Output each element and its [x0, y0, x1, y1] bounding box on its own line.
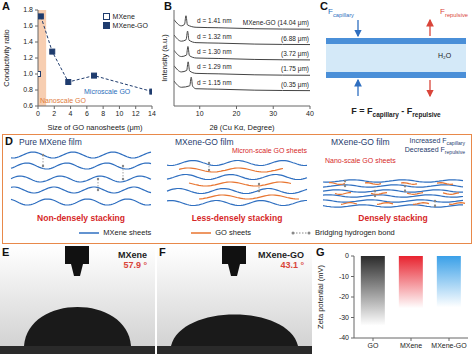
- svg-text:14: 14: [148, 110, 156, 117]
- html-text:F = Fcapillary- Frepulsive: F = Fcapillary- Frepulsive: [351, 106, 441, 118]
- html-text:Bridging hydrogen bond: Bridging hydrogen bond: [315, 228, 395, 237]
- html-text:E: E: [2, 246, 10, 258]
- svg-text:1.6: 1.6: [23, 22, 33, 29]
- html-text:Increased Fcapillary: Increased Fcapillary: [409, 137, 465, 147]
- svg-text:0.6: 0.6: [23, 102, 33, 109]
- html-text:A: A: [2, 0, 10, 12]
- html-text:43.1 °: 43.1 °: [280, 260, 304, 270]
- html-text:MXene: MXene: [112, 13, 135, 20]
- html-text:F: F: [159, 246, 166, 258]
- svg-text:1.8: 1.8: [23, 6, 33, 13]
- svg-text:12: 12: [132, 110, 140, 117]
- html-text:MXene-GO: MXene-GO: [258, 250, 304, 260]
- svg-text:10: 10: [196, 110, 204, 117]
- svg-text:4: 4: [69, 110, 73, 117]
- html-text:D: D: [5, 135, 13, 147]
- svg-text:Zeta potential (mV): Zeta potential (mV): [316, 265, 325, 329]
- svg-text:-10: -10: [339, 273, 349, 280]
- html-text:MXene sheets: MXene sheets: [103, 228, 152, 237]
- svg-text:10: 10: [116, 110, 124, 117]
- html-text:Microscale GO: Microscale GO: [84, 88, 131, 95]
- svg-text:6: 6: [85, 110, 89, 117]
- svg-text:Conductivity ratio: Conductivity ratio: [2, 29, 11, 87]
- svg-text:MXene-GO: MXene-GO: [431, 342, 467, 349]
- svg-text:MXene: MXene: [400, 342, 422, 349]
- svg-text:d = 1.15 nm: d = 1.15 nm: [197, 79, 232, 86]
- svg-text:8: 8: [101, 110, 105, 117]
- svg-text:(1.75 μm): (1.75 μm): [281, 65, 309, 73]
- svg-text:-30: -30: [339, 314, 349, 321]
- svg-text:-40: -40: [339, 334, 349, 341]
- svg-text:0.8: 0.8: [23, 86, 33, 93]
- svg-text:1.4: 1.4: [23, 38, 33, 45]
- svg-text:2θ (Cu Kα, Degree): 2θ (Cu Kα, Degree): [209, 123, 275, 132]
- svg-text:(6.88 μm): (6.88 μm): [281, 35, 309, 43]
- html-text:Decreased Frepulsive: Decreased Frepulsive: [404, 146, 465, 156]
- svg-text:MXene-GO (14.04 μm): MXene-GO (14.04 μm): [243, 19, 309, 27]
- html-text:MXene-GO film: MXene-GO film: [175, 137, 234, 147]
- svg-text:Intensity (a.u.): Intensity (a.u.): [160, 34, 169, 82]
- svg-text:1.2: 1.2: [23, 54, 33, 61]
- html-text:Densely stacking: Densely stacking: [358, 213, 428, 223]
- svg-text:-20: -20: [339, 293, 349, 300]
- html-text:Pure MXene film: Pure MXene film: [19, 137, 82, 147]
- html-text:B: B: [164, 0, 172, 12]
- html-text:Fcapillary: Fcapillary: [328, 7, 354, 18]
- html-text:H₂O: H₂O: [438, 52, 452, 59]
- html-text:MXene-GO: MXene-GO: [112, 22, 148, 29]
- svg-text:40: 40: [306, 110, 314, 117]
- svg-text:2: 2: [52, 110, 56, 117]
- html-text:Non-densely stacking: Non-densely stacking: [37, 213, 125, 223]
- svg-text:20: 20: [233, 110, 241, 117]
- svg-text:d = 1.32 nm: d = 1.32 nm: [197, 33, 232, 40]
- html-text:GO sheets: GO sheets: [215, 228, 252, 237]
- html-text:Nanoscale GO: Nanoscale GO: [40, 97, 86, 104]
- html-text:G: G: [316, 246, 325, 258]
- svg-text:d = 1.30 nm: d = 1.30 nm: [197, 48, 232, 55]
- html-text:MXene-GO film: MXene-GO film: [331, 137, 390, 147]
- html-text:MXene: MXene: [118, 250, 147, 260]
- svg-text:d = 1.41 nm: d = 1.41 nm: [197, 17, 232, 24]
- svg-text:GO: GO: [368, 342, 379, 349]
- svg-text:Size of GO nanosheets (μm): Size of GO nanosheets (μm): [47, 123, 143, 132]
- html-text:Less-densely stacking: Less-densely stacking: [191, 213, 283, 223]
- svg-text:(3.72 μm): (3.72 μm): [281, 50, 309, 58]
- html-text:Nano-scale GO sheets: Nano-scale GO sheets: [325, 157, 396, 164]
- html-text:Micron-scale GO sheets: Micron-scale GO sheets: [231, 147, 307, 154]
- html-text:57.9 °: 57.9 °: [123, 260, 147, 270]
- svg-text:0: 0: [36, 110, 40, 117]
- html-text:Frepulsive: Frepulsive: [440, 7, 468, 18]
- html-text:C: C: [320, 0, 328, 12]
- svg-text:0: 0: [345, 252, 349, 259]
- svg-text:d = 1.29 nm: d = 1.29 nm: [197, 63, 232, 70]
- svg-text:1.0: 1.0: [23, 70, 33, 77]
- svg-text:30: 30: [269, 110, 277, 117]
- svg-text:(0.35 μm): (0.35 μm): [281, 81, 309, 89]
